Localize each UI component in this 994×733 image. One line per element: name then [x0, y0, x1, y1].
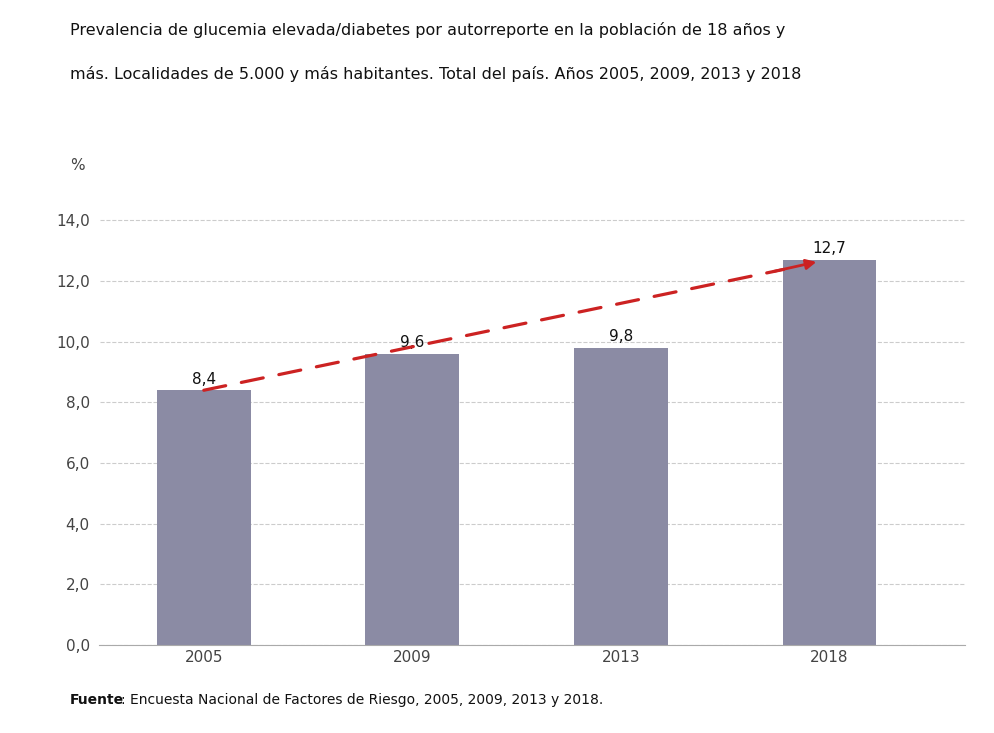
Text: 8,4: 8,4 [192, 372, 216, 386]
Bar [365, 354, 459, 645]
Text: más. Localidades de 5.000 y más habitantes. Total del país. Años 2005, 2009, 201: más. Localidades de 5.000 y más habitant… [70, 66, 800, 82]
Text: 9,8: 9,8 [608, 329, 632, 345]
Bar [782, 259, 876, 645]
Text: : Encuesta Nacional de Factores de Riesgo, 2005, 2009, 2013 y 2018.: : Encuesta Nacional de Factores de Riesg… [121, 693, 603, 707]
Text: %: % [70, 158, 84, 172]
Text: 12,7: 12,7 [812, 241, 846, 257]
Bar [574, 347, 667, 645]
Bar [157, 390, 250, 645]
Text: 9,6: 9,6 [400, 335, 424, 350]
Text: Prevalencia de glucemia elevada/diabetes por autorreporte en la población de 18 : Prevalencia de glucemia elevada/diabetes… [70, 22, 784, 38]
Text: Fuente: Fuente [70, 693, 123, 707]
